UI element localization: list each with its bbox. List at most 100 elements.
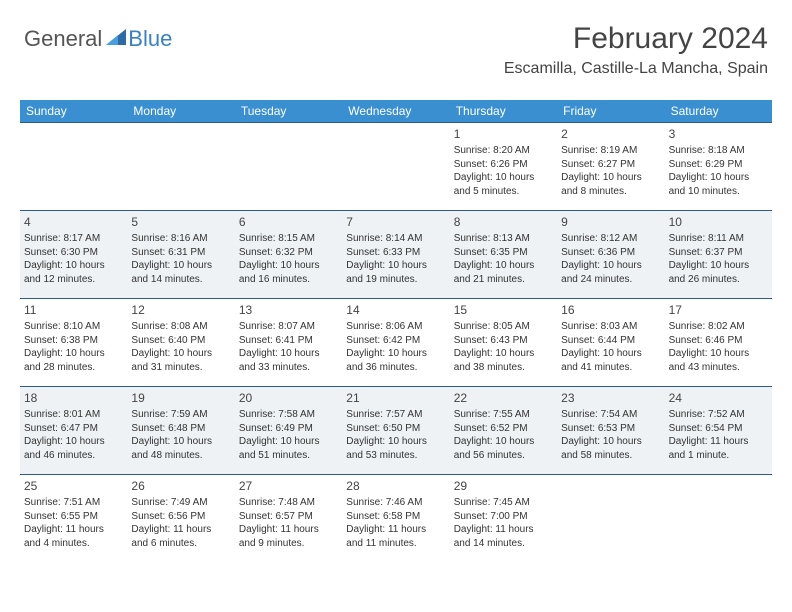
calendar-cell: 28Sunrise: 7:46 AMSunset: 6:58 PMDayligh… xyxy=(342,474,449,562)
calendar-cell: 12Sunrise: 8:08 AMSunset: 6:40 PMDayligh… xyxy=(127,298,234,386)
day-header: Sunday xyxy=(20,100,127,122)
calendar-cell: 9Sunrise: 8:12 AMSunset: 6:36 PMDaylight… xyxy=(557,210,664,298)
day-info-line: Sunset: 6:41 PM xyxy=(239,334,338,348)
calendar-cell: 11Sunrise: 8:10 AMSunset: 6:38 PMDayligh… xyxy=(20,298,127,386)
day-info-line: Daylight: 10 hours xyxy=(454,347,553,361)
day-info-line: Sunrise: 7:57 AM xyxy=(346,408,445,422)
day-info-line: and 46 minutes. xyxy=(24,449,123,463)
day-number: 19 xyxy=(131,390,230,406)
calendar-cell: 21Sunrise: 7:57 AMSunset: 6:50 PMDayligh… xyxy=(342,386,449,474)
day-info-line: Sunrise: 7:52 AM xyxy=(669,408,768,422)
day-info-line: and 48 minutes. xyxy=(131,449,230,463)
day-info-line: Sunrise: 7:54 AM xyxy=(561,408,660,422)
day-info-line: and 12 minutes. xyxy=(24,273,123,287)
day-info-line: and 31 minutes. xyxy=(131,361,230,375)
day-info-line: Sunrise: 8:03 AM xyxy=(561,320,660,334)
calendar-cell: 3Sunrise: 8:18 AMSunset: 6:29 PMDaylight… xyxy=(665,122,772,210)
day-number: 13 xyxy=(239,302,338,318)
day-header: Wednesday xyxy=(342,100,449,122)
day-info-line: Sunset: 6:52 PM xyxy=(454,422,553,436)
day-info-line: Sunset: 6:30 PM xyxy=(24,246,123,260)
day-number: 5 xyxy=(131,214,230,230)
day-number: 29 xyxy=(454,478,553,494)
day-info-line: Sunset: 6:38 PM xyxy=(24,334,123,348)
day-info-line: Sunrise: 8:01 AM xyxy=(24,408,123,422)
day-info-line: Sunrise: 8:15 AM xyxy=(239,232,338,246)
day-info-line: and 6 minutes. xyxy=(131,537,230,551)
location: Escamilla, Castille-La Mancha, Spain xyxy=(504,60,768,78)
day-info-line: Sunrise: 7:48 AM xyxy=(239,496,338,510)
day-info-line: Sunrise: 8:17 AM xyxy=(24,232,123,246)
calendar-cell: 18Sunrise: 8:01 AMSunset: 6:47 PMDayligh… xyxy=(20,386,127,474)
day-info-line: Daylight: 10 hours xyxy=(24,347,123,361)
day-info-line: and 9 minutes. xyxy=(239,537,338,551)
day-info-line: Sunset: 6:27 PM xyxy=(561,158,660,172)
day-info-line: Daylight: 10 hours xyxy=(454,259,553,273)
day-info-line: and 5 minutes. xyxy=(454,185,553,199)
day-info-line: Daylight: 10 hours xyxy=(454,435,553,449)
calendar-cell-empty xyxy=(127,122,234,210)
day-info-line: and 1 minute. xyxy=(669,449,768,463)
day-info-line: Sunset: 6:36 PM xyxy=(561,246,660,260)
day-number: 18 xyxy=(24,390,123,406)
day-info-line: Daylight: 10 hours xyxy=(669,347,768,361)
day-info-line: Sunrise: 8:11 AM xyxy=(669,232,768,246)
day-info-line: Daylight: 10 hours xyxy=(131,347,230,361)
day-info-line: and 11 minutes. xyxy=(346,537,445,551)
title-block: February 2024 Escamilla, Castille-La Man… xyxy=(504,22,768,78)
day-info-line: Sunset: 6:54 PM xyxy=(669,422,768,436)
day-info-line: and 14 minutes. xyxy=(454,537,553,551)
day-info-line: Daylight: 10 hours xyxy=(561,171,660,185)
day-info-line: and 58 minutes. xyxy=(561,449,660,463)
calendar-cell: 27Sunrise: 7:48 AMSunset: 6:57 PMDayligh… xyxy=(235,474,342,562)
day-info-line: Sunset: 6:31 PM xyxy=(131,246,230,260)
day-number: 7 xyxy=(346,214,445,230)
calendar-cell-empty xyxy=(20,122,127,210)
day-info-line: and 33 minutes. xyxy=(239,361,338,375)
day-info-line: Daylight: 11 hours xyxy=(131,523,230,537)
day-info-line: Sunrise: 7:59 AM xyxy=(131,408,230,422)
day-number: 6 xyxy=(239,214,338,230)
day-number: 28 xyxy=(346,478,445,494)
day-info-line: Sunrise: 7:45 AM xyxy=(454,496,553,510)
day-info-line: Daylight: 10 hours xyxy=(131,259,230,273)
day-info-line: Sunset: 6:43 PM xyxy=(454,334,553,348)
day-number: 3 xyxy=(669,126,768,142)
calendar-cell: 14Sunrise: 8:06 AMSunset: 6:42 PMDayligh… xyxy=(342,298,449,386)
logo: General Blue xyxy=(24,26,172,52)
day-info-line: and 56 minutes. xyxy=(454,449,553,463)
calendar-cell: 2Sunrise: 8:19 AMSunset: 6:27 PMDaylight… xyxy=(557,122,664,210)
day-info-line: and 8 minutes. xyxy=(561,185,660,199)
day-info-line: Sunrise: 8:19 AM xyxy=(561,144,660,158)
day-info-line: Sunrise: 8:07 AM xyxy=(239,320,338,334)
calendar-cell: 19Sunrise: 7:59 AMSunset: 6:48 PMDayligh… xyxy=(127,386,234,474)
day-info-line: and 41 minutes. xyxy=(561,361,660,375)
day-info-line: Sunrise: 7:55 AM xyxy=(454,408,553,422)
calendar-grid: SundayMondayTuesdayWednesdayThursdayFrid… xyxy=(20,100,772,562)
day-info-line: Sunrise: 7:46 AM xyxy=(346,496,445,510)
calendar-cell-empty xyxy=(235,122,342,210)
day-number: 24 xyxy=(669,390,768,406)
day-info-line: Sunrise: 7:51 AM xyxy=(24,496,123,510)
day-info-line: Sunrise: 8:14 AM xyxy=(346,232,445,246)
day-info-line: Daylight: 10 hours xyxy=(346,435,445,449)
day-info-line: Sunrise: 8:12 AM xyxy=(561,232,660,246)
logo-text-general: General xyxy=(24,26,102,52)
calendar-cell-empty xyxy=(557,474,664,562)
calendar-cell: 29Sunrise: 7:45 AMSunset: 7:00 PMDayligh… xyxy=(450,474,557,562)
day-info-line: Daylight: 11 hours xyxy=(24,523,123,537)
day-info-line: and 4 minutes. xyxy=(24,537,123,551)
day-info-line: and 24 minutes. xyxy=(561,273,660,287)
day-info-line: Sunrise: 8:13 AM xyxy=(454,232,553,246)
day-info-line: Daylight: 10 hours xyxy=(561,347,660,361)
day-info-line: Daylight: 10 hours xyxy=(346,347,445,361)
day-info-line: Sunrise: 8:02 AM xyxy=(669,320,768,334)
day-info-line: and 28 minutes. xyxy=(24,361,123,375)
day-info-line: Sunset: 6:33 PM xyxy=(346,246,445,260)
calendar-cell: 23Sunrise: 7:54 AMSunset: 6:53 PMDayligh… xyxy=(557,386,664,474)
day-info-line: Sunset: 6:32 PM xyxy=(239,246,338,260)
calendar-cell: 1Sunrise: 8:20 AMSunset: 6:26 PMDaylight… xyxy=(450,122,557,210)
day-info-line: and 51 minutes. xyxy=(239,449,338,463)
day-info-line: Sunset: 6:53 PM xyxy=(561,422,660,436)
calendar-cell: 17Sunrise: 8:02 AMSunset: 6:46 PMDayligh… xyxy=(665,298,772,386)
